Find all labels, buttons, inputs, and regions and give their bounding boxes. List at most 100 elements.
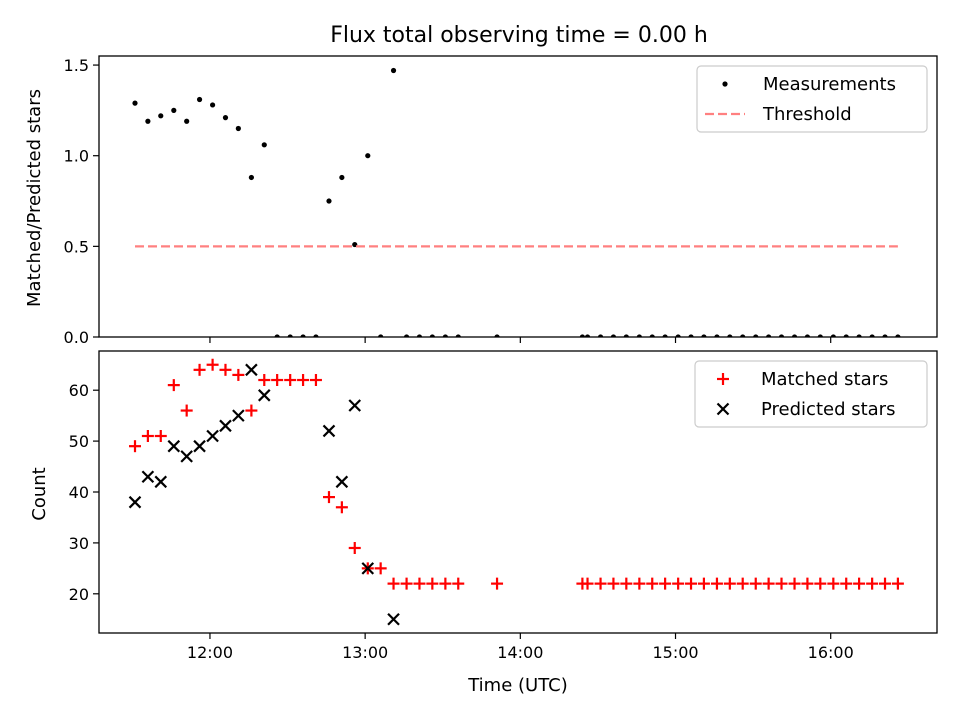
counts-plus-point [413, 577, 426, 590]
counts-plus-point [232, 368, 245, 381]
counts-x-point [335, 475, 349, 489]
ratio-dot-point [171, 107, 177, 113]
x-tick-label: 13:00 [342, 643, 388, 662]
ratio-legend-label: Measurements [763, 74, 896, 95]
counts-x-point-b [257, 389, 271, 402]
counts-y-tick-label: 20 [69, 585, 89, 604]
counts-x-point [167, 439, 181, 453]
counts-legend: Matched stars Predicted stars [694, 360, 928, 428]
counts-x-point [128, 495, 142, 509]
counts-plus-point [374, 562, 387, 575]
count-y-axis-label: Count [29, 467, 50, 520]
ratio-dot-point [261, 142, 267, 148]
counts-legend-label: Matched stars [761, 369, 888, 390]
counts-legend-swatch [717, 373, 729, 385]
ratio-y-axis-label: Matched/Predicted stars [24, 89, 45, 307]
counts-plus-point [180, 404, 193, 417]
counts-x-point-b [141, 470, 155, 484]
counts-x-point-b [387, 612, 400, 626]
ratio-legend: Measurements Threshold [696, 65, 928, 133]
counts-x-point [219, 419, 232, 433]
counts-x-point-b [361, 562, 375, 575]
ratio-legend-box [696, 65, 928, 133]
counts-x-point-b [245, 363, 258, 377]
counts-y-tick-label: 60 [69, 381, 89, 400]
counts-plus-point [141, 430, 154, 443]
counts-x-point [322, 424, 336, 438]
counts-legend-swatch [716, 402, 730, 416]
counts-x-point-b [128, 495, 142, 509]
ratio-y-tick-label: 1.5 [64, 56, 89, 75]
counts-plus-point [749, 577, 762, 590]
ratio-y-tick-label: 0.0 [64, 328, 89, 347]
counts-x-point-b [180, 450, 193, 463]
counts-plus-point [840, 577, 853, 590]
counts-x-point [193, 439, 206, 453]
counts-x-point [232, 409, 245, 422]
counts-plus-point [245, 404, 258, 417]
counts-plus-point [581, 577, 594, 590]
counts-plus-point [297, 374, 310, 387]
ratio-dot-point [365, 153, 371, 159]
x-axis-label: Time (UTC) [467, 675, 568, 696]
ratio-axes-frame [98, 55, 938, 338]
counts-x-point [154, 475, 168, 489]
counts-plus-point [788, 577, 801, 590]
counts-plus-point [335, 501, 348, 514]
x-tick-label: 15:00 [652, 643, 698, 662]
ratio-dot-point [209, 102, 216, 108]
counts-axes-frame [98, 350, 938, 634]
counts-data [128, 358, 904, 626]
counts-plus-point [594, 577, 607, 590]
counts-plus-point [659, 577, 672, 590]
ratio-legend-label: Threshold [762, 104, 852, 125]
counts-plus-point [736, 577, 749, 590]
counts-plus-point [167, 379, 180, 392]
counts-x-point [257, 389, 271, 402]
counts-plus-point [607, 577, 620, 590]
ratio-dot-point [145, 118, 151, 124]
counts-x-point-b [348, 399, 362, 412]
ratio-dot-point [248, 174, 254, 181]
counts-x-point [361, 562, 375, 575]
counts-x-point-b [206, 429, 219, 443]
ratio-dot-point [132, 100, 138, 106]
chart-title: Flux total observing time = 0.00 h [330, 23, 708, 48]
ratio-dot-point [184, 118, 190, 124]
ratio-dot-point [196, 96, 203, 103]
counts-plus-point [309, 374, 322, 387]
counts-plus-point [646, 577, 659, 590]
counts-plus-point [879, 577, 892, 590]
counts-plus-point [491, 577, 504, 590]
ratio-dot-point [158, 113, 164, 119]
counts-plus-point [775, 577, 788, 590]
counts-x-point-b [167, 439, 181, 453]
counts-plus-point [672, 577, 685, 590]
counts-plus-point [400, 577, 413, 590]
counts-plus-point [387, 577, 400, 590]
counts-plus-point [154, 430, 167, 443]
ratio-legend-swatch [722, 81, 728, 87]
ratio-dot-point [326, 198, 332, 204]
counts-x-point-b [154, 475, 168, 489]
counts-plus-point [710, 577, 723, 590]
counts-plus-point [193, 363, 206, 376]
counts-plus-point [322, 491, 335, 504]
counts-x-point-b [335, 475, 349, 489]
counts-plus-point [271, 374, 284, 387]
counts-x-point [206, 429, 219, 443]
counts-x-point [141, 470, 155, 484]
counts-plus-point [258, 374, 271, 387]
x-tick-label: 16:00 [808, 643, 854, 662]
counts-x-point-b [322, 424, 336, 438]
ratio-dot-point [390, 67, 397, 74]
counts-plus-point [762, 577, 775, 590]
ratio-panel: 0.0 0.5 1.0 1.5 Measurements Threshold [64, 55, 938, 347]
counts-x-point [348, 399, 362, 412]
x-tick-label: 12:00 [187, 643, 233, 662]
counts-x-point-b [219, 419, 232, 433]
counts-plus-point [814, 577, 827, 590]
counts-legend-label: Predicted stars [761, 399, 895, 420]
counts-plus-point [697, 577, 710, 590]
